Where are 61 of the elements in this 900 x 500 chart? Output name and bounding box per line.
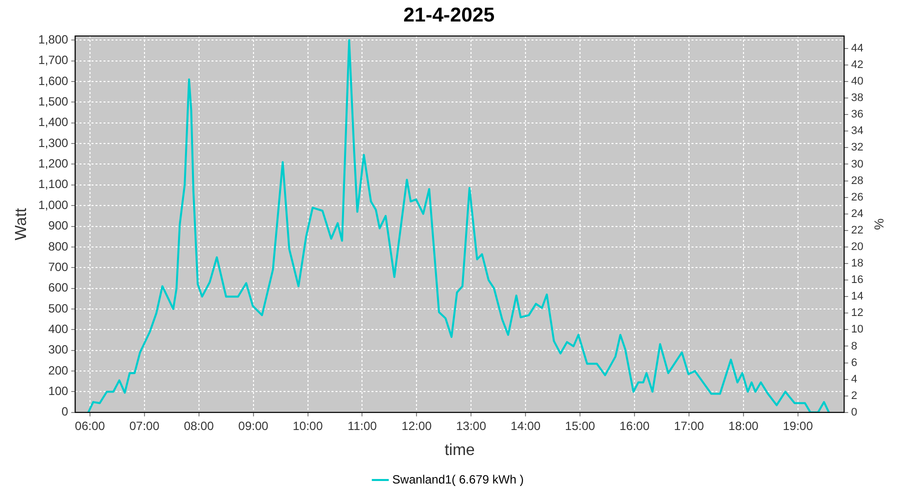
y2-tick-label: 6 xyxy=(851,356,858,369)
y2-tick-label: 24 xyxy=(851,208,864,220)
chart-title: 21-4-2025 xyxy=(403,4,495,27)
y2-tick-label: 12 xyxy=(851,307,864,320)
y-tick-label: 800 xyxy=(48,239,69,254)
y-tick-label: 300 xyxy=(48,342,69,357)
y-tick-label: 100 xyxy=(48,384,69,398)
x-tick-label: 17:00 xyxy=(674,418,704,433)
x-tick-label: 12:00 xyxy=(402,418,432,433)
y2-tick-label: 36 xyxy=(851,108,864,121)
y2-tick-label: 44 xyxy=(851,42,864,54)
x-tick-label: 08:00 xyxy=(184,418,214,433)
x-tick-label: 18:00 xyxy=(728,418,759,433)
y-tick-label: 1,700 xyxy=(38,53,69,68)
x-tick-label: 07:00 xyxy=(129,418,160,433)
y-tick-label: 1,500 xyxy=(38,94,69,108)
y-tick-label: 600 xyxy=(48,280,69,295)
x-tick-label: 19:00 xyxy=(782,418,814,433)
y2-tick-label: 2 xyxy=(851,390,858,402)
x-axis-title: time xyxy=(444,442,475,459)
y-tick-label: 400 xyxy=(48,322,69,336)
x-tick-label: 06:00 xyxy=(74,418,106,433)
y-tick-label: 1,600 xyxy=(38,74,69,88)
y2-axis-title: % xyxy=(872,218,887,230)
x-tick-label: 14:00 xyxy=(510,418,541,433)
y2-tick-label: 28 xyxy=(851,174,864,187)
y2-tick-label: 10 xyxy=(851,324,864,336)
y-tick-label: 1,800 xyxy=(38,32,69,46)
y-tick-label: 0 xyxy=(62,404,69,419)
y2-tick-label: 18 xyxy=(851,258,864,270)
y-tick-label: 1,200 xyxy=(38,156,69,171)
x-tick-label: 09:00 xyxy=(238,418,269,433)
y-tick-label: 900 xyxy=(48,218,69,233)
y-tick-label: 200 xyxy=(48,363,69,378)
y2-tick-label: 26 xyxy=(851,191,864,204)
y-tick-label: 1,400 xyxy=(38,115,69,130)
y-tick-label: 1,300 xyxy=(38,136,69,150)
y2-tick-label: 32 xyxy=(851,142,864,154)
y2-tick-label: 38 xyxy=(851,92,864,104)
y-tick-label: 1,000 xyxy=(38,198,69,212)
y2-tick-label: 20 xyxy=(851,240,864,253)
legend-label: Swanland1( 6.679 kWh ) xyxy=(392,472,524,486)
x-tick-label: 13:00 xyxy=(456,418,486,433)
y2-tick-label: 8 xyxy=(851,340,858,352)
y2-tick-label: 0 xyxy=(851,406,858,418)
x-tick-label: 15:00 xyxy=(565,418,596,433)
y2-tick-label: 40 xyxy=(851,76,864,88)
y2-tick-label: 22 xyxy=(851,224,864,236)
y2-tick-label: 30 xyxy=(851,158,864,170)
y2-tick-label: 16 xyxy=(851,274,864,286)
y-tick-label: 700 xyxy=(48,260,69,274)
y-tick-label: 1,100 xyxy=(38,177,69,192)
y2-tick-label: 4 xyxy=(851,373,858,386)
y-tick-label: 500 xyxy=(48,301,69,316)
y2-tick-label: 14 xyxy=(851,290,864,303)
y2-tick-label: 34 xyxy=(851,125,864,138)
x-tick-label: 16:00 xyxy=(619,418,650,433)
y2-tick-label: 42 xyxy=(851,58,864,71)
x-tick-label: 10:00 xyxy=(292,418,324,433)
x-tick-label: 11:00 xyxy=(348,418,378,433)
y-axis-title: Watt xyxy=(13,207,30,240)
